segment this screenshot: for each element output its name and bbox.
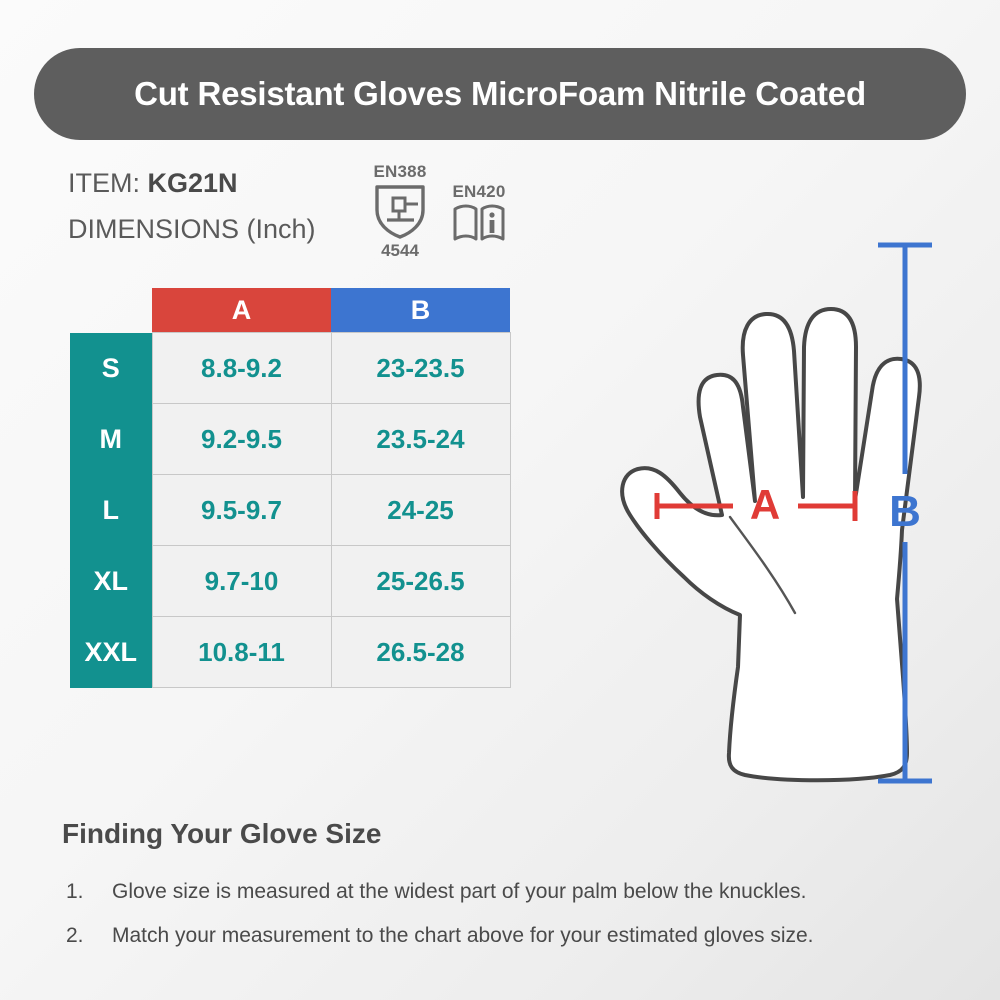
- value-a-m: 9.2-9.5: [151, 403, 332, 475]
- value-a-s: 8.8-9.2: [151, 332, 332, 404]
- table-row: M 9.2-9.5 23.5-24: [70, 403, 511, 475]
- en420-code: EN420: [452, 182, 506, 201]
- value-b-xxl: 26.5-28: [330, 616, 511, 688]
- value-b-s: 23-23.5: [330, 332, 511, 404]
- certification-en388: EN388 4544: [361, 162, 439, 260]
- list-item: 1. Glove size is measured at the widest …: [62, 876, 962, 908]
- list-item: 2. Match your measurement to the chart a…: [62, 920, 962, 952]
- instructions-section: Finding Your Glove Size 1. Glove size is…: [62, 818, 962, 964]
- value-b-m: 23.5-24: [330, 403, 511, 475]
- certification-en420: EN420: [444, 182, 514, 247]
- page-title: Cut Resistant Gloves MicroFoam Nitrile C…: [134, 75, 866, 112]
- list-item-text: Match your measurement to the chart abov…: [112, 924, 814, 947]
- value-a-l: 9.5-9.7: [151, 474, 332, 546]
- dimensions-label: DIMENSIONS (Inch): [68, 214, 316, 244]
- item-value: KG21N: [147, 168, 238, 198]
- list-item-number: 1.: [66, 880, 84, 903]
- value-b-xl: 25-26.5: [330, 545, 511, 617]
- size-label-m: M: [70, 403, 152, 475]
- value-a-xl: 9.7-10: [151, 545, 332, 617]
- column-header-a: A: [152, 288, 331, 333]
- table-corner-cell: [70, 288, 152, 333]
- open-book-info-icon: [453, 204, 505, 241]
- size-label-xl: XL: [70, 545, 152, 617]
- table-header-row: A B: [70, 288, 510, 333]
- glove-diagram: A B: [620, 242, 932, 784]
- measurement-a: A: [654, 481, 858, 528]
- glove-outline-icon: [620, 307, 922, 783]
- page-title-bar: Cut Resistant Gloves MicroFoam Nitrile C…: [34, 48, 966, 140]
- size-chart-table: A B S 8.8-9.2 23-23.5 M 9.2-9.5 23.5-24 …: [70, 288, 511, 688]
- list-item-text: Glove size is measured at the widest par…: [112, 880, 807, 903]
- table-row: XXL 10.8-11 26.5-28: [70, 616, 511, 688]
- item-label: ITEM:: [68, 168, 140, 198]
- en388-rating: 4544: [381, 241, 419, 260]
- value-b-l: 24-25: [330, 474, 511, 546]
- shield-hammer-icon: [375, 185, 425, 239]
- value-a-xxl: 10.8-11: [151, 616, 332, 688]
- item-line: ITEM: KG21N: [68, 160, 408, 206]
- size-label-l: L: [70, 474, 152, 546]
- list-item-number: 2.: [66, 924, 84, 947]
- measurement-b: B: [878, 242, 932, 784]
- instructions-heading: Finding Your Glove Size: [62, 818, 382, 849]
- column-header-b: B: [331, 288, 510, 333]
- table-row: XL 9.7-10 25-26.5: [70, 545, 511, 617]
- measurement-a-label: A: [750, 481, 780, 528]
- table-row: L 9.5-9.7 24-25: [70, 474, 511, 546]
- product-meta: ITEM: KG21N DIMENSIONS (Inch): [68, 160, 408, 252]
- table-row: S 8.8-9.2 23-23.5: [70, 332, 511, 404]
- measurement-b-label: B: [889, 487, 921, 536]
- size-label-s: S: [70, 332, 152, 404]
- en388-code: EN388: [373, 162, 427, 181]
- size-label-xxl: XXL: [70, 616, 152, 688]
